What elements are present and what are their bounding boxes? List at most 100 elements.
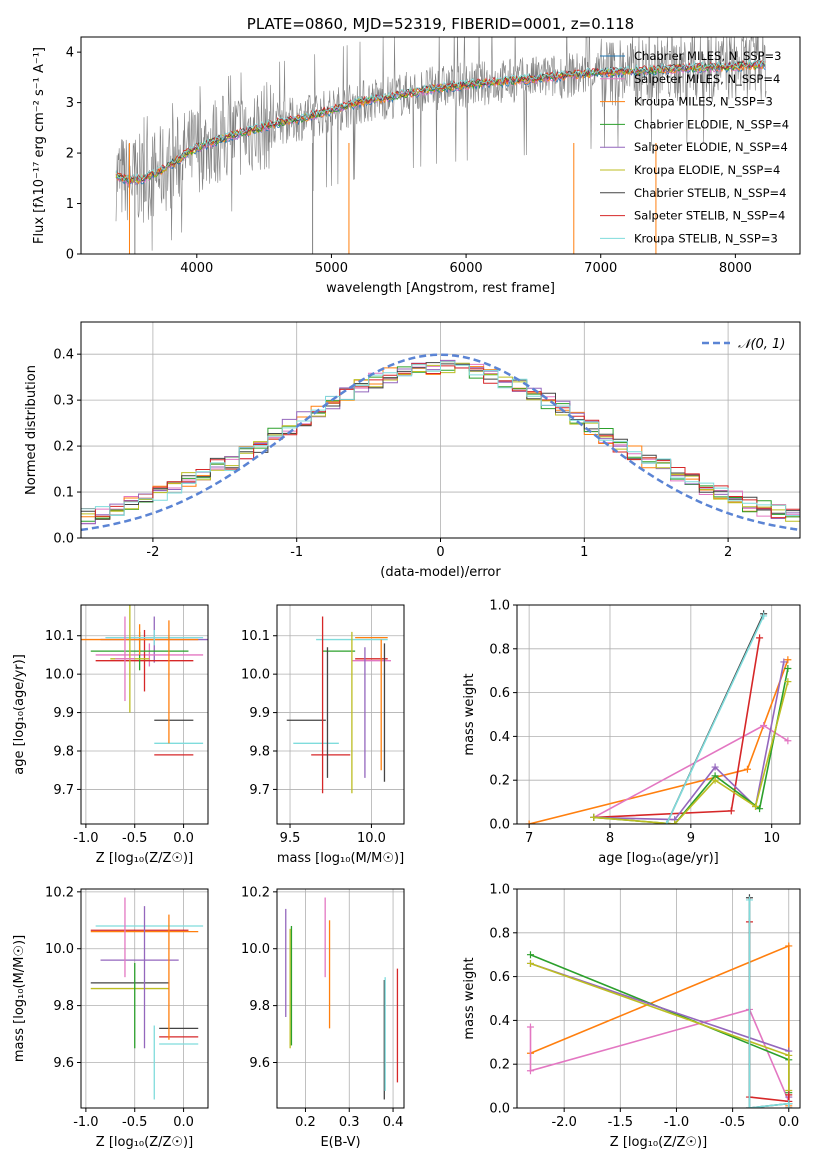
chart-massweight-vs-age: 7 8 9 10 0.0 0.2 0.4 0.6 0.8 1.0 age [log₁₀(age/yr… bbox=[462, 599, 801, 866]
data-point-marker bbox=[525, 820, 533, 824]
data-point-marker bbox=[756, 805, 764, 813]
x-tick-label: 0.0 bbox=[173, 831, 194, 846]
residuals-plot-area bbox=[81, 353, 800, 532]
y-tick-label: 0.2 bbox=[489, 1058, 510, 1073]
series bbox=[590, 634, 764, 821]
chart-mass-vs-Z: -1.0 -0.5 0.0 9.6 9.8 10.0 10.2 Z [log₁₀(Z/Z☉)]… bbox=[12, 885, 209, 1150]
y-axis-label: Flux [fλ10⁻¹⁷ erg cm⁻² s⁻¹ A⁻¹] bbox=[32, 47, 47, 244]
legend-label: Salpeter STELIB, N_SSP=4 bbox=[634, 209, 785, 223]
series bbox=[526, 942, 793, 1108]
y-axis-label: mass weight bbox=[462, 673, 477, 755]
y-tick-label: 10.1 bbox=[45, 629, 74, 644]
x-tick-label: 7 bbox=[525, 831, 533, 846]
y-tick-label: 9.7 bbox=[53, 783, 74, 798]
y-tick-label: 0 bbox=[66, 248, 74, 263]
x-tick-label: 0.3 bbox=[339, 1115, 360, 1130]
data-point-marker bbox=[756, 634, 764, 642]
y-tick-label: 0.1 bbox=[53, 486, 74, 501]
axes-frame bbox=[80, 604, 209, 825]
series bbox=[526, 959, 793, 1094]
x-tick-label: 8 bbox=[606, 831, 614, 846]
chart-spectrum: 4000 5000 6000 7000 8000 0 1 2 3 4 wavelength [Ang… bbox=[32, 15, 801, 296]
age-vs-Z-plot-area bbox=[81, 605, 208, 756]
series bbox=[663, 612, 768, 824]
axes-frame bbox=[516, 888, 801, 1109]
legend-label: Chabrier ELODIE, N_SSP=4 bbox=[634, 117, 789, 131]
y-tick-label: 10.0 bbox=[241, 668, 270, 683]
y-tick-label: 4 bbox=[66, 46, 74, 61]
axes-frame bbox=[276, 604, 405, 825]
errorbar-point bbox=[105, 629, 204, 646]
x-tick-label: -1.5 bbox=[608, 1115, 633, 1130]
x-tick-label: 9 bbox=[687, 831, 695, 846]
x-axis-label: E(B-V) bbox=[320, 1135, 360, 1150]
series-line bbox=[748, 897, 790, 1108]
series bbox=[526, 1005, 793, 1108]
data-point-marker bbox=[760, 721, 768, 729]
y-tick-label: 9.9 bbox=[53, 706, 74, 721]
y-tick-label: 0.3 bbox=[53, 394, 74, 409]
x-axis-label: Z [log₁₀(Z/Z☉)] bbox=[96, 851, 193, 866]
y-tick-label: 1.0 bbox=[489, 599, 510, 614]
data-point-marker bbox=[590, 813, 598, 821]
y-axis-label: mass weight bbox=[462, 957, 477, 1039]
series-line bbox=[665, 615, 765, 824]
x-tick-label: -0.5 bbox=[122, 1115, 147, 1130]
y-tick-label: 0.4 bbox=[489, 730, 510, 745]
y-tick-label: 0.6 bbox=[489, 970, 510, 985]
y-tick-label: 10.0 bbox=[241, 942, 270, 957]
data-point-marker bbox=[727, 807, 735, 815]
series bbox=[590, 678, 792, 824]
residual-legend: 𝒩(0, 1) bbox=[702, 337, 785, 352]
data-point-marker bbox=[784, 656, 792, 664]
y-tick-label: 0.4 bbox=[489, 1014, 510, 1029]
grid-lines bbox=[517, 888, 800, 1109]
y-tick-label: 9.8 bbox=[249, 999, 270, 1014]
x-axis-label: age [log₁₀(age/yr)] bbox=[598, 851, 719, 866]
axes-frame bbox=[276, 888, 405, 1109]
x-tick-label: 0.0 bbox=[778, 1115, 799, 1130]
series-line bbox=[748, 900, 790, 1108]
x-tick-label: 0.2 bbox=[295, 1115, 316, 1130]
chart-age-vs-Z: -1.0 -0.5 0.0 9.7 9.8 9.9 10.0 10.1 Z [log₁₀(Z/Z… bbox=[12, 604, 209, 866]
data-point-marker bbox=[785, 1051, 793, 1059]
x-tick-label: 2 bbox=[724, 545, 732, 560]
spectrum-plot-area bbox=[115, 37, 767, 254]
data-point-marker bbox=[745, 1104, 753, 1108]
data-point-marker bbox=[711, 763, 719, 771]
x-tick-label: 1 bbox=[580, 545, 588, 560]
x-axis-label: wavelength [Angstrom, rest frame] bbox=[326, 281, 555, 296]
x-tick-label: -0.5 bbox=[720, 1115, 745, 1130]
y-tick-label: 0.0 bbox=[489, 1102, 510, 1117]
y-tick-label: 0.2 bbox=[489, 774, 510, 789]
data-point-marker bbox=[671, 820, 679, 824]
y-tick-label: 0.6 bbox=[489, 686, 510, 701]
y-tick-label: 0.2 bbox=[53, 440, 74, 455]
x-tick-label: -1 bbox=[290, 545, 303, 560]
legend-label: Salpeter MILES, N_SSP=4 bbox=[634, 72, 780, 86]
y-tick-label: 0.8 bbox=[489, 642, 510, 657]
spectrum-legend: Chabrier MILES, N_SSP=3 Salpeter MILES, N… bbox=[600, 49, 789, 245]
y-tick-label: 1 bbox=[66, 197, 74, 212]
x-tick-label: -2.0 bbox=[551, 1115, 576, 1130]
x-axis-label: mass [log₁₀(M/M☉)] bbox=[277, 851, 404, 866]
y-tick-label: 10.0 bbox=[45, 942, 74, 957]
y-tick-label: 0.0 bbox=[53, 532, 74, 547]
axes-frame bbox=[516, 604, 801, 825]
x-tick-label: 8000 bbox=[719, 261, 752, 276]
chart-massweight-vs-Z: -2.0 -1.5 -1.0 -0.5 0.0 0.0 0.2 0.4 0.6 0.8 1.0 Z [… bbox=[462, 883, 801, 1150]
data-point-marker bbox=[760, 612, 768, 620]
mass-vs-ebv-plot-area bbox=[285, 897, 399, 1100]
grid-lines bbox=[277, 605, 404, 824]
data-point-marker bbox=[785, 1091, 793, 1099]
x-tick-label: 7000 bbox=[584, 261, 617, 276]
y-axis-label: age [log₁₀(age/yr)] bbox=[12, 654, 27, 775]
y-tick-label: 9.7 bbox=[249, 783, 270, 798]
x-tick-label: 9.5 bbox=[280, 831, 301, 846]
series bbox=[526, 959, 793, 1101]
x-tick-label: -1.0 bbox=[73, 831, 98, 846]
y-tick-label: 9.8 bbox=[249, 745, 270, 760]
age-vs-mass-plot-area bbox=[286, 616, 391, 794]
chart-residuals: -2 -1 0 1 2 0.0 0.1 0.2 0.3 0.4 (data-model)/error… bbox=[24, 321, 801, 580]
